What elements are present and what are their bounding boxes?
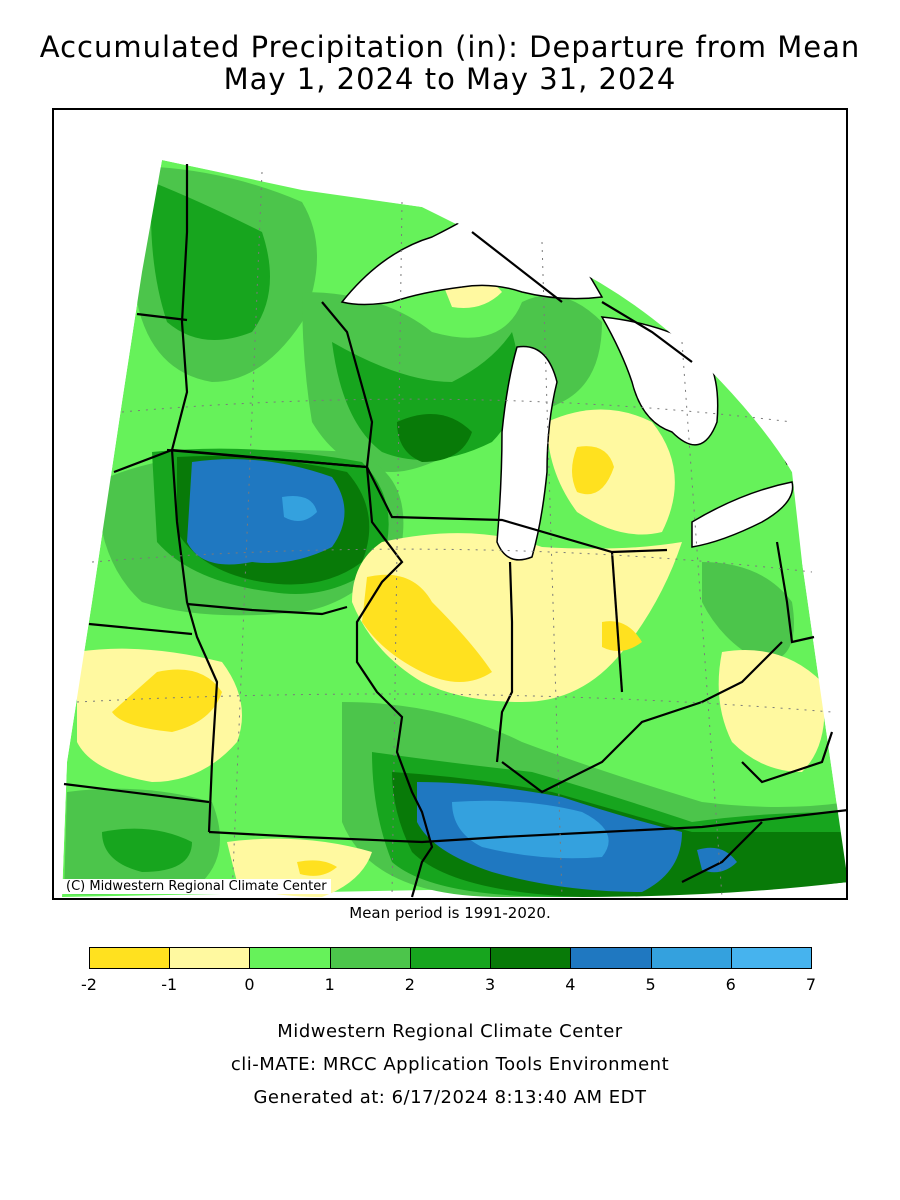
footer-generated: Generated at: 6/17/2024 8:13:40 AM EDT bbox=[253, 1087, 647, 1108]
lake-erie bbox=[691, 481, 794, 548]
precipitation-map bbox=[52, 108, 848, 900]
legend-tick-label: 5 bbox=[645, 975, 656, 994]
legend-tick-label: 2 bbox=[404, 975, 415, 994]
legend-swatch bbox=[249, 947, 331, 969]
map-title: Accumulated Precipitation (in): Departur… bbox=[39, 30, 861, 64]
contour-neg2-neg1 bbox=[112, 446, 642, 876]
map-copyright: (C) Midwestern Regional Climate Center bbox=[62, 879, 331, 894]
legend-tick-label: 6 bbox=[725, 975, 736, 994]
lake-michigan bbox=[496, 345, 558, 561]
legend-tick-label: 0 bbox=[244, 975, 255, 994]
graticule bbox=[76, 171, 833, 898]
legend-swatch bbox=[89, 947, 171, 969]
legend-swatch bbox=[169, 947, 251, 969]
footer-organization: Midwestern Regional Climate Center bbox=[277, 1021, 623, 1042]
legend-tick-label: 4 bbox=[565, 975, 576, 994]
east-mask bbox=[802, 562, 846, 869]
legend-swatch bbox=[730, 947, 812, 969]
state-borders bbox=[63, 164, 846, 898]
legend-swatch bbox=[570, 947, 652, 969]
legend-tick-label: -2 bbox=[81, 975, 97, 994]
color-legend bbox=[89, 947, 812, 971]
legend-tick-label: -1 bbox=[161, 975, 178, 994]
west-mask bbox=[54, 110, 162, 897]
mean-period-note: Mean period is 1991-2020. bbox=[349, 904, 551, 922]
map-date-range: May 1, 2024 to May 31, 2024 bbox=[223, 62, 677, 96]
legend-tick-label: 1 bbox=[324, 975, 335, 994]
contour-5-6 bbox=[282, 496, 609, 859]
legend-swatch bbox=[650, 947, 732, 969]
legend-swatch bbox=[329, 947, 411, 969]
footer-tool: cli-MATE: MRCC Application Tools Environ… bbox=[230, 1054, 670, 1075]
legend-swatch bbox=[490, 947, 572, 969]
map-canvas bbox=[54, 110, 846, 898]
legend-tick-label: 3 bbox=[485, 975, 496, 994]
legend-swatch bbox=[409, 947, 492, 969]
legend-tick-label: 7 bbox=[805, 975, 817, 994]
canada-mask bbox=[162, 110, 846, 472]
